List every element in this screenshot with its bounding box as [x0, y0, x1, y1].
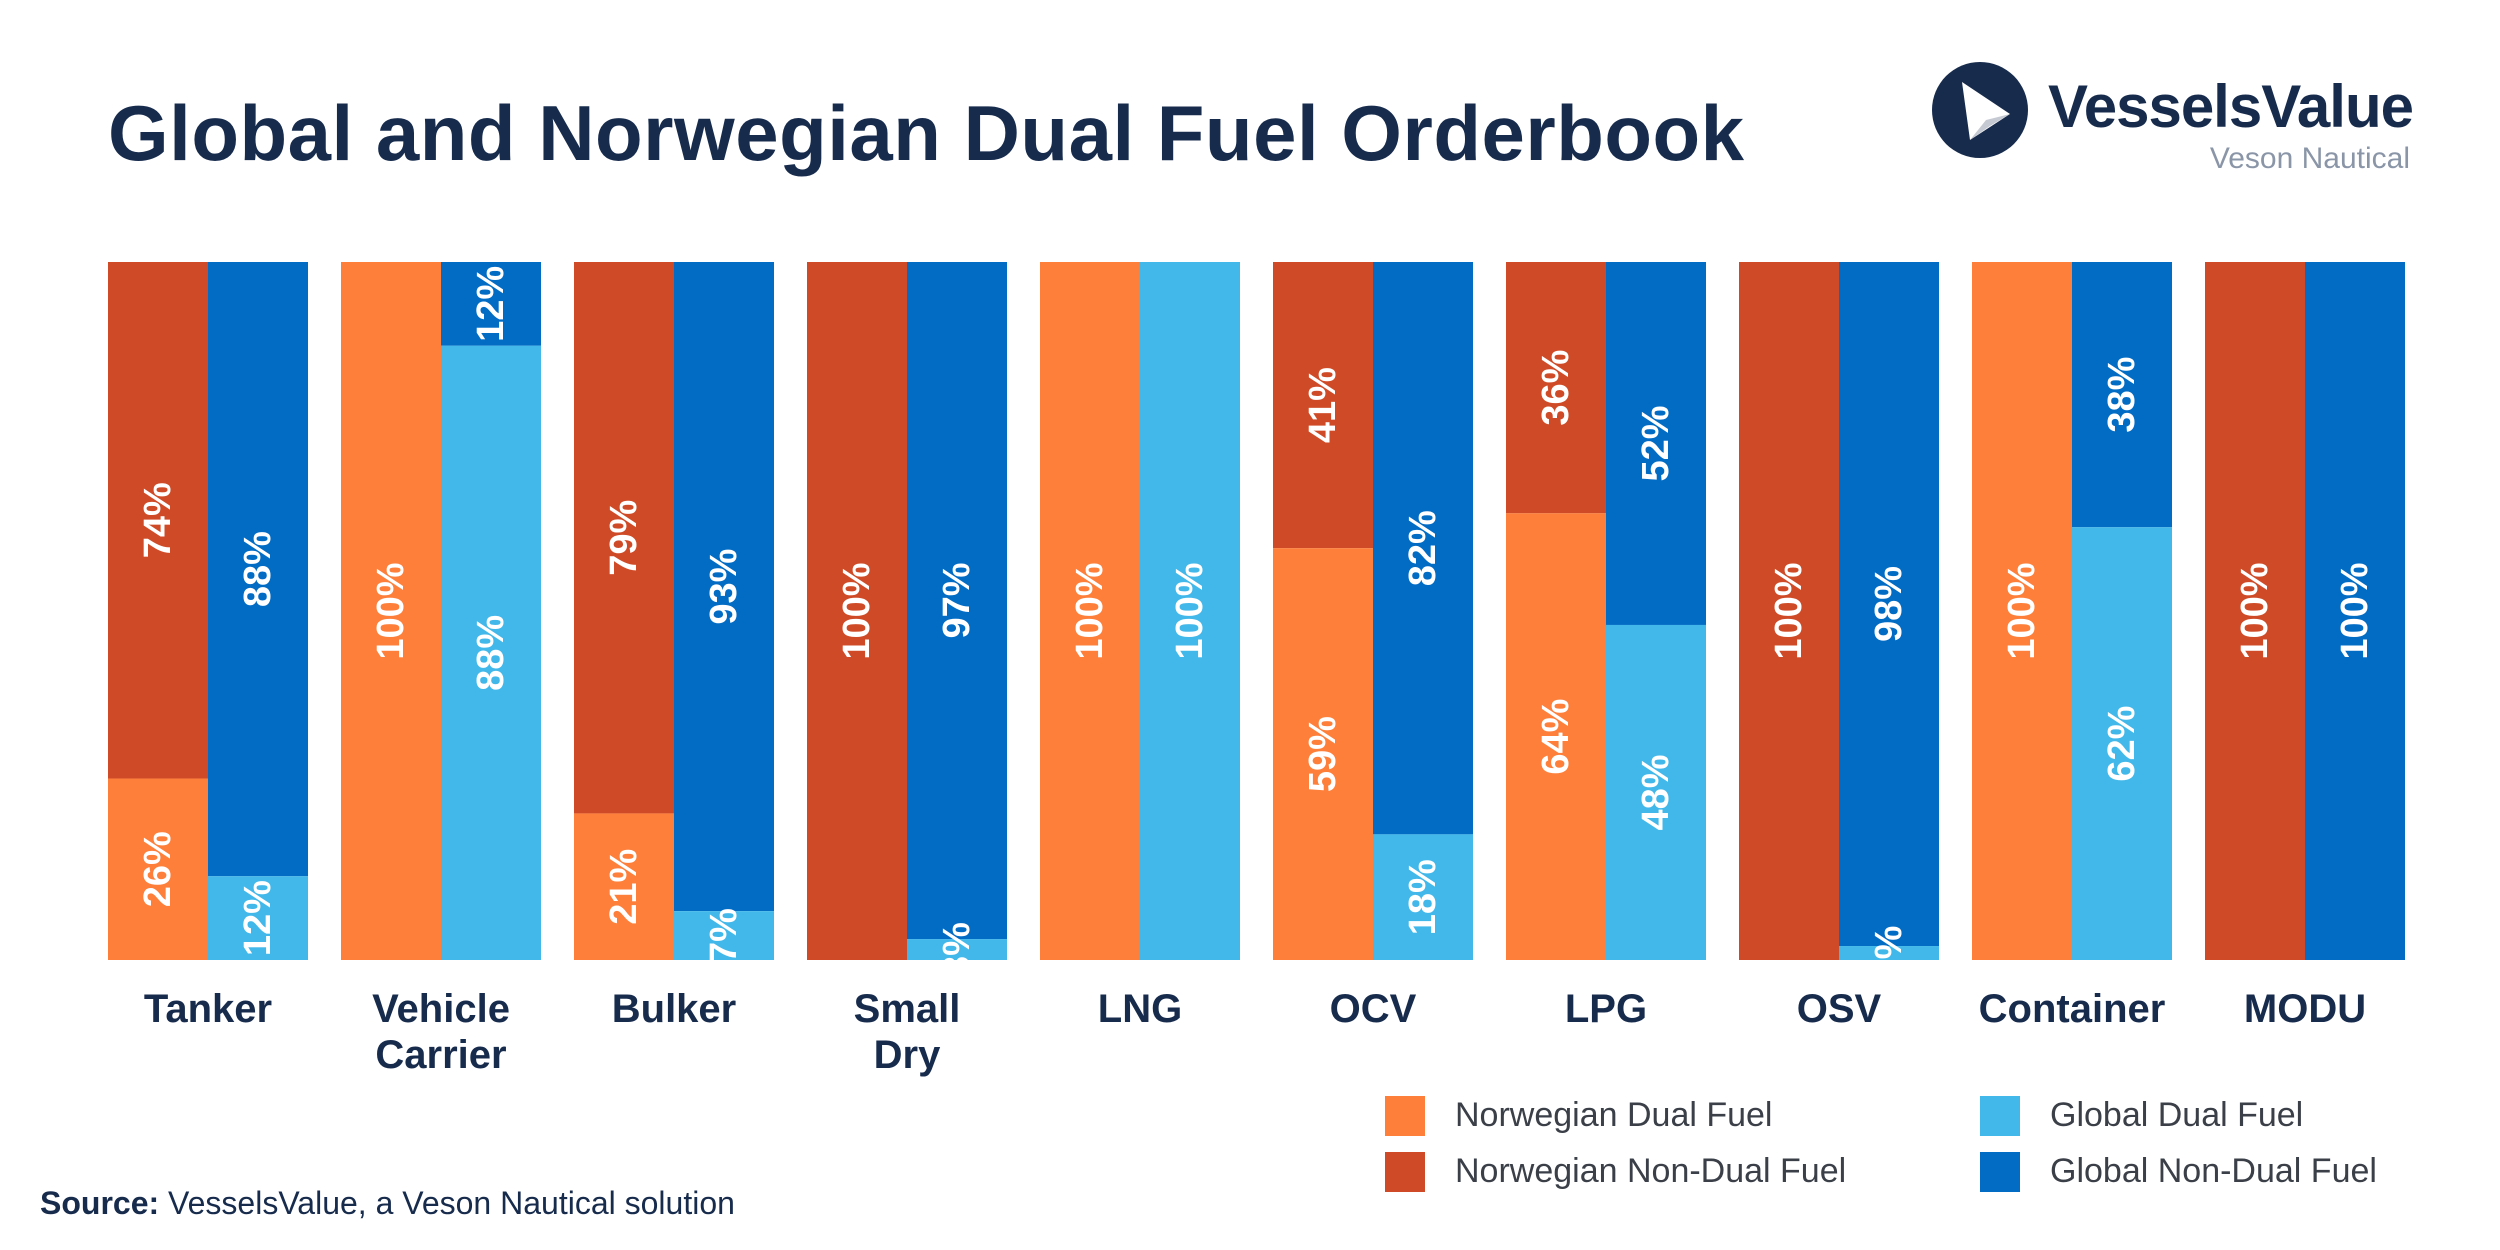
bar-container-global-non-dual-fuel — [2072, 262, 2172, 528]
chart-legend: Norwegian Dual Fuel Global Dual Fuel Nor… — [1385, 1090, 2445, 1210]
data-label: 100% — [370, 562, 412, 659]
bar-ocv-norwegian-dual-fuel — [1273, 548, 1373, 960]
category-label: MODU — [2244, 987, 2366, 1031]
data-label: 26% — [137, 831, 179, 907]
legend-swatch — [1980, 1152, 2020, 1192]
legend-swatch — [1980, 1096, 2020, 1136]
bar-small-dry-global-non-dual-fuel — [907, 262, 1007, 940]
data-label: 93% — [703, 549, 745, 625]
legend-label: Global Non-Dual Fuel — [2050, 1152, 2377, 1190]
data-label: 36% — [1535, 350, 1577, 426]
bar-vehicle-carrier-norwegian-dual-fuel — [341, 262, 441, 960]
bar-bulker-global-non-dual-fuel — [674, 262, 774, 912]
bar-lpg-global-non-dual-fuel — [1606, 262, 1706, 625]
category-label: LPG — [1565, 987, 1647, 1031]
bar-osv-global-dual-fuel — [1839, 946, 1939, 960]
data-label: 48% — [1635, 754, 1677, 830]
bar-vehicle-carrier-global-dual-fuel — [441, 345, 541, 960]
category-label: Tanker — [144, 987, 272, 1031]
category-label: Dry — [874, 1033, 941, 1077]
logo-subtitle: Veson Nautical — [2209, 142, 2410, 175]
data-label: 41% — [1302, 367, 1344, 443]
bar-tanker-norwegian-non-dual-fuel — [108, 262, 208, 779]
bar-lpg-global-dual-fuel — [1606, 624, 1706, 960]
bar-lng-norwegian-dual-fuel — [1040, 262, 1140, 960]
bar-lng-global-dual-fuel — [1140, 262, 1240, 960]
data-label: 98% — [1868, 566, 1910, 642]
bar-ocv-global-non-dual-fuel — [1373, 262, 1473, 835]
category-label: LNG — [1098, 987, 1182, 1031]
data-label: 82% — [1402, 510, 1444, 586]
bar-tanker-global-dual-fuel — [208, 876, 308, 960]
data-label: 18% — [1402, 859, 1444, 935]
bar-tanker-global-non-dual-fuel — [208, 262, 308, 877]
bar-lpg-norwegian-dual-fuel — [1506, 513, 1606, 960]
bar-bulker-global-dual-fuel — [674, 911, 774, 960]
data-label: 97% — [936, 562, 978, 638]
logo-name: VesselsValue — [2048, 73, 2414, 140]
source-label: Source: — [40, 1185, 160, 1221]
category-label: OCV — [1330, 987, 1417, 1031]
data-label: 59% — [1302, 716, 1344, 792]
bar-modu-global-non-dual-fuel — [2305, 262, 2405, 960]
data-label: 64% — [1535, 699, 1577, 775]
data-label: 79% — [603, 500, 645, 576]
source-text: VesselsValue, a Veson Nautical solution — [168, 1185, 735, 1221]
data-label: 7% — [703, 908, 745, 963]
bar-bulker-norwegian-dual-fuel — [574, 813, 674, 960]
category-label: Container — [1979, 987, 2166, 1031]
data-label: 52% — [1635, 405, 1677, 481]
bar-bulker-norwegian-non-dual-fuel — [574, 262, 674, 814]
bar-container-norwegian-dual-fuel — [1972, 262, 2072, 960]
chart-title: Global and Norwegian Dual Fuel Orderbook — [108, 89, 1745, 177]
bar-osv-global-non-dual-fuel — [1839, 262, 1939, 947]
data-label: 62% — [2101, 706, 2143, 782]
data-label: 100% — [836, 562, 878, 659]
bar-modu-norwegian-non-dual-fuel — [2205, 262, 2305, 960]
bar-tanker-norwegian-dual-fuel — [108, 778, 208, 960]
legend-swatch — [1385, 1152, 1425, 1192]
data-label: 3% — [936, 922, 978, 977]
data-label: 88% — [470, 615, 512, 691]
bar-ocv-norwegian-non-dual-fuel — [1273, 262, 1373, 549]
logo-mark-icon — [1932, 62, 2028, 158]
bar-small-dry-global-dual-fuel — [907, 939, 1007, 960]
bar-osv-norwegian-non-dual-fuel — [1739, 262, 1839, 960]
legend-label: Global Dual Fuel — [2050, 1096, 2304, 1134]
category-label: OSV — [1797, 987, 1882, 1031]
data-label: 2% — [1868, 926, 1910, 981]
data-label: 38% — [2101, 357, 2143, 433]
data-label: 100% — [2334, 562, 2376, 659]
bar-ocv-global-dual-fuel — [1373, 834, 1473, 960]
legend-swatch — [1385, 1096, 1425, 1136]
data-label: 12% — [470, 266, 512, 342]
category-label: Bulker — [612, 987, 737, 1031]
category-label: Small — [854, 987, 961, 1031]
category-label: Carrier — [375, 1033, 506, 1077]
legend-label: Norwegian Non-Dual Fuel — [1455, 1152, 1847, 1190]
data-label: 100% — [1169, 562, 1211, 659]
data-label: 21% — [603, 849, 645, 925]
data-label: 12% — [237, 880, 279, 956]
data-label: 100% — [1069, 562, 1111, 659]
data-label: 74% — [137, 482, 179, 558]
legend-label: Norwegian Dual Fuel — [1455, 1096, 1773, 1134]
category-label: Vehicle — [372, 987, 510, 1031]
bar-vehicle-carrier-global-non-dual-fuel — [441, 262, 541, 346]
vesselsvalue-logo: VesselsValue Veson Nautical — [1930, 60, 2430, 180]
bar-small-dry-norwegian-non-dual-fuel — [807, 262, 907, 960]
data-label: 100% — [1768, 562, 1810, 659]
bar-lpg-norwegian-non-dual-fuel — [1506, 262, 1606, 514]
source-note: Source: VesselsValue, a Veson Nautical s… — [40, 1185, 735, 1222]
data-label: 88% — [237, 531, 279, 607]
data-label: 100% — [2001, 562, 2043, 659]
data-label: 100% — [2234, 562, 2276, 659]
bar-container-global-dual-fuel — [2072, 527, 2172, 960]
